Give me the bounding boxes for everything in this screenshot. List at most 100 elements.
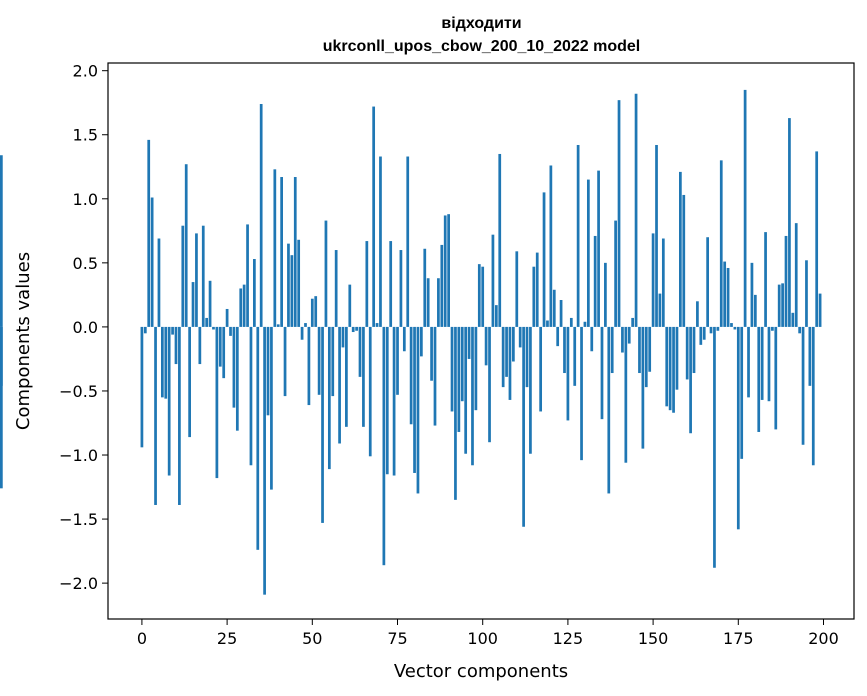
bar [621,326,624,353]
bar [338,326,341,444]
y-tick-label: 2.0 [73,62,98,81]
bar [154,326,157,505]
bar [314,296,318,327]
bar [757,326,761,432]
bar [0,326,3,489]
bar [215,326,219,479]
bar [777,284,781,327]
bar [273,169,277,327]
bar [375,323,379,327]
bar [389,241,393,327]
bar [665,326,669,407]
bar [713,326,716,568]
chart-title: відходити [441,15,521,32]
bar [362,326,365,427]
bar [597,170,600,327]
bar [178,326,181,505]
bar [747,326,750,398]
bar [798,326,802,334]
bar [454,326,457,500]
bar [365,241,369,327]
y-tick-label: −1.0 [59,446,98,465]
bar [583,321,587,327]
bar [542,192,546,327]
bar [586,179,590,327]
bar [563,326,566,374]
x-tick-label: 50 [302,629,322,648]
bar [300,326,304,340]
bar [607,326,611,494]
bar [644,326,648,388]
x-tick-label: 0 [137,629,147,648]
bar [685,326,689,380]
bar [494,305,498,327]
bar [195,233,198,327]
bar [266,326,270,416]
bar [184,164,188,327]
bar [331,326,335,397]
bar [811,326,815,466]
bar [590,326,594,352]
bar [774,326,778,430]
x-axis-label: Vector components [394,661,568,682]
bar [420,326,423,357]
bar [641,326,645,449]
bar [437,278,440,327]
bar [576,144,580,327]
bar [409,326,413,425]
bar [402,326,406,352]
bar [205,317,209,327]
bar [0,155,3,327]
bar [788,118,791,327]
bar [501,326,505,388]
x-tick-label: 25 [217,629,237,648]
x-tick-label: 125 [553,629,584,648]
bar [689,326,692,434]
bar [573,326,577,386]
bar [505,326,508,377]
bar [263,326,266,595]
bar [143,326,147,334]
bar [259,104,263,327]
bar [767,326,771,402]
bar [522,326,525,527]
bar [610,326,614,374]
bar [593,235,597,327]
bar [167,326,171,476]
bar [385,326,389,475]
x-tick-label: 175 [723,629,754,648]
x-tick-label: 75 [387,629,407,648]
bar [396,326,399,395]
bar [498,153,502,327]
bar [416,326,420,494]
bar [379,156,382,327]
bar [355,326,358,331]
bar [702,326,706,340]
bar [447,214,450,327]
bar [481,266,485,327]
bar [706,237,709,327]
bar [668,326,672,411]
x-axis: 0 25 50 75 100 125 150 175 200 [137,619,839,648]
bar [648,326,652,372]
bar [321,326,324,523]
bar [569,317,573,327]
bar [515,251,519,327]
bar [631,317,635,327]
bar [208,280,212,327]
bar [781,283,784,327]
y-axis-label: Components values [13,252,34,430]
bar [450,326,454,412]
bar [253,259,256,327]
bar [791,312,795,327]
bar [406,156,410,327]
y-tick-label: 0.5 [73,254,98,273]
bar [546,320,549,327]
x-tick-label: 200 [808,629,839,648]
bar [460,326,464,402]
bar [212,326,215,330]
y-tick-label: 0.0 [73,318,98,337]
bar [529,326,532,454]
bar [651,233,655,327]
